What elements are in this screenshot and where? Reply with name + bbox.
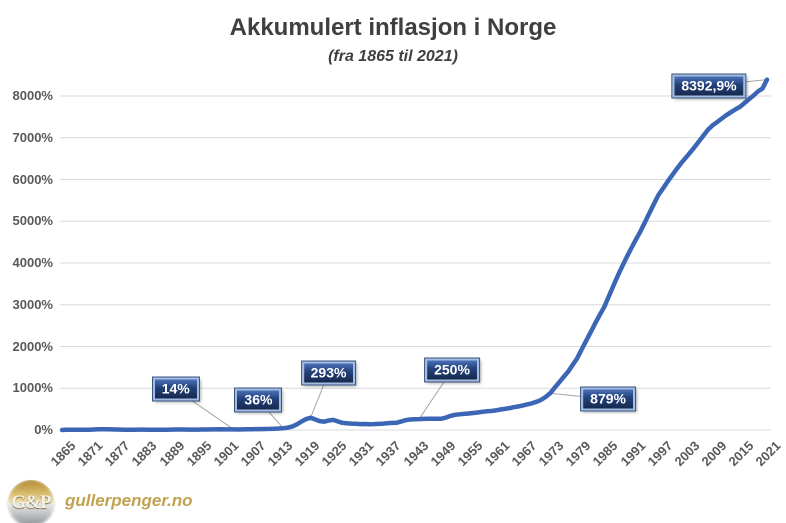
y-axis-label: 8000%	[12, 88, 53, 103]
chart-title: Akkumulert inflasjon i Norge	[229, 14, 557, 41]
chart-subtitle: (fra 1865 til 2021)	[328, 48, 458, 65]
coin-logo-icon	[8, 480, 54, 523]
data-callout: 293%	[300, 360, 357, 386]
data-callout: 879%	[580, 386, 636, 412]
y-axis-label: 3000%	[12, 296, 53, 312]
inflation-line	[59, 77, 770, 433]
y-axis-label: 4000%	[12, 255, 53, 270]
y-axis-label: 1000%	[12, 380, 53, 396]
brand-name: gullerpenger.no	[65, 491, 193, 510]
y-axis-label: 2000%	[12, 338, 53, 354]
y-axis-label: 6000%	[12, 171, 53, 187]
data-callout: 8392,9%	[671, 73, 747, 99]
data-callout: 36%	[234, 387, 283, 413]
y-axis-label: 0%	[34, 422, 53, 437]
y-axis-label: 5000%	[12, 213, 53, 229]
data-callout: 14%	[151, 376, 200, 402]
data-callout: 250%	[424, 357, 480, 383]
y-axis-label: 7000%	[12, 129, 53, 145]
logo-monogram: G&P	[11, 492, 51, 513]
